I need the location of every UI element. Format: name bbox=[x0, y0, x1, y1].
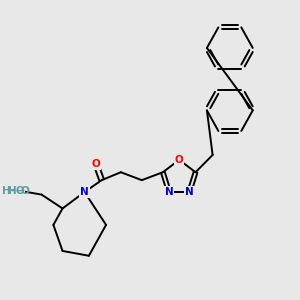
Text: N: N bbox=[165, 187, 173, 197]
Text: N: N bbox=[185, 187, 194, 197]
Text: H–O: H–O bbox=[2, 186, 24, 196]
Text: O: O bbox=[175, 155, 184, 165]
Text: N: N bbox=[80, 187, 89, 197]
Text: –O: –O bbox=[17, 186, 31, 196]
Text: O: O bbox=[92, 159, 100, 169]
Text: H: H bbox=[8, 186, 17, 196]
